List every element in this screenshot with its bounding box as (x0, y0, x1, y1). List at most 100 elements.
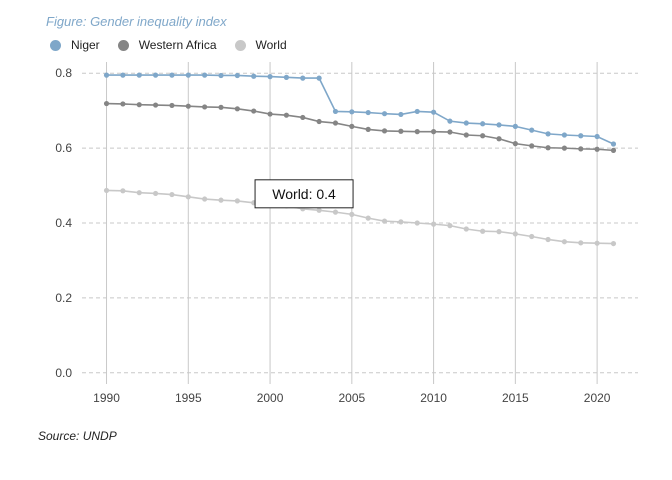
data-point-niger-2013 (480, 121, 486, 127)
data-point-western-africa-1998 (234, 106, 240, 112)
data-point-western-africa-2021 (610, 147, 617, 153)
data-point-western-africa-2016 (529, 143, 535, 149)
data-point-niger-1995 (185, 72, 191, 78)
data-point-world-1992 (136, 190, 142, 196)
data-point-world-2017 (545, 236, 551, 243)
data-point-western-africa-2009 (414, 129, 420, 135)
legend-label-western-africa: Western Africa (138, 38, 217, 52)
data-point-world-2011 (447, 223, 453, 229)
data-point-world-2004 (332, 209, 339, 215)
data-point-western-africa-2012 (463, 132, 469, 138)
data-point-world-2012 (463, 226, 469, 232)
data-point-niger-1999 (251, 73, 257, 79)
data-point-niger-2010 (430, 109, 437, 115)
data-point-world-2008 (398, 219, 404, 225)
y-tick-label-4: 0.8 (55, 66, 72, 80)
data-point-world-2018 (561, 239, 568, 245)
legend-item-world: World (234, 38, 287, 52)
y-tick-label-3: 0.6 (55, 141, 72, 155)
series-line-niger (106, 74, 614, 145)
data-point-niger-1990 (103, 72, 110, 78)
x-tick-label-1995: 1995 (175, 391, 202, 405)
legend: Niger Western Africa World (50, 38, 305, 52)
legend-label-niger: Niger (71, 38, 100, 52)
data-point-world-2006 (365, 215, 371, 221)
data-point-western-africa-2011 (447, 129, 453, 135)
data-point-western-africa-2014 (496, 136, 502, 142)
x-tick-label-2010: 2010 (420, 391, 447, 405)
data-point-western-africa-2005 (349, 123, 355, 129)
data-point-niger-2011 (447, 118, 453, 124)
annotation-label: World: 0.4 (272, 186, 336, 202)
data-point-niger-2003 (316, 75, 322, 81)
legend-marker-western-africa (117, 39, 129, 51)
data-point-world-2019 (578, 240, 584, 246)
x-tick-label-2000: 2000 (257, 391, 284, 405)
x-tick-label-1990: 1990 (93, 391, 120, 405)
data-point-western-africa-2010 (430, 129, 437, 135)
data-point-world-2007 (381, 218, 388, 224)
data-point-world-2015 (512, 231, 518, 237)
data-point-western-africa-2000 (267, 111, 273, 117)
data-point-niger-2016 (529, 127, 535, 133)
series-line-western-africa (106, 102, 614, 152)
data-point-niger-1991 (120, 72, 126, 78)
legend-marker-world (234, 39, 246, 51)
data-point-niger-2006 (365, 109, 371, 116)
data-point-world-2009 (414, 220, 420, 226)
series-line-world (106, 189, 614, 245)
data-point-western-africa-1996 (202, 104, 208, 110)
data-point-world-2014 (496, 229, 502, 235)
x-tick-label-2005: 2005 (338, 391, 365, 405)
data-point-niger-2021 (610, 141, 617, 147)
data-point-western-africa-1999 (251, 108, 257, 114)
data-point-western-africa-2004 (332, 120, 339, 126)
data-point-niger-2005 (349, 109, 355, 115)
data-point-niger-2002 (300, 75, 306, 81)
data-point-western-africa-2015 (512, 141, 518, 147)
data-point-world-2013 (480, 228, 486, 234)
legend-item-western-africa: Western Africa (117, 38, 217, 52)
data-point-world-1994 (169, 191, 175, 198)
data-point-world-2016 (529, 233, 535, 240)
data-point-niger-1994 (169, 72, 175, 78)
data-point-niger-2015 (512, 123, 518, 129)
data-point-western-africa-2013 (480, 133, 486, 139)
data-point-world-1995 (185, 194, 191, 200)
data-point-niger-2014 (496, 122, 502, 128)
data-point-western-africa-2017 (545, 145, 551, 151)
data-point-western-africa-2003 (316, 118, 322, 125)
y-tick-label-2: 0.4 (55, 216, 72, 230)
data-point-niger-2007 (381, 111, 388, 117)
legend-label-world: World (255, 38, 287, 52)
data-point-world-1993 (152, 190, 159, 197)
data-point-western-africa-2006 (365, 126, 371, 132)
data-point-world-1998 (234, 198, 240, 204)
data-point-world-2021 (610, 240, 617, 247)
data-point-niger-2012 (463, 120, 469, 126)
data-point-niger-1993 (152, 72, 159, 78)
data-point-niger-1997 (218, 72, 224, 79)
data-point-niger-2004 (332, 108, 339, 115)
data-point-world-2003 (316, 207, 322, 213)
y-tick-label-0: 0.0 (55, 366, 72, 380)
legend-marker-niger (50, 39, 61, 51)
data-point-world-2005 (349, 211, 355, 217)
data-point-western-africa-2020 (594, 146, 600, 152)
x-tick-label-2015: 2015 (502, 391, 529, 405)
data-point-niger-2018 (561, 132, 568, 138)
data-point-niger-2017 (545, 131, 551, 137)
data-point-niger-1998 (234, 72, 240, 79)
source-note: Source: UNDP (38, 429, 117, 443)
data-point-world-2020 (594, 240, 600, 246)
data-point-western-africa-1993 (152, 102, 159, 108)
data-point-western-africa-2007 (381, 128, 388, 134)
data-point-western-africa-1991 (120, 101, 126, 107)
data-point-niger-1992 (136, 72, 142, 78)
annotation-box (254, 179, 354, 209)
data-point-western-africa-2008 (398, 128, 404, 134)
legend-item-niger: Niger (50, 38, 100, 52)
data-point-western-africa-1995 (185, 103, 191, 109)
data-point-niger-2020 (594, 133, 600, 140)
data-point-world-1996 (202, 196, 208, 202)
